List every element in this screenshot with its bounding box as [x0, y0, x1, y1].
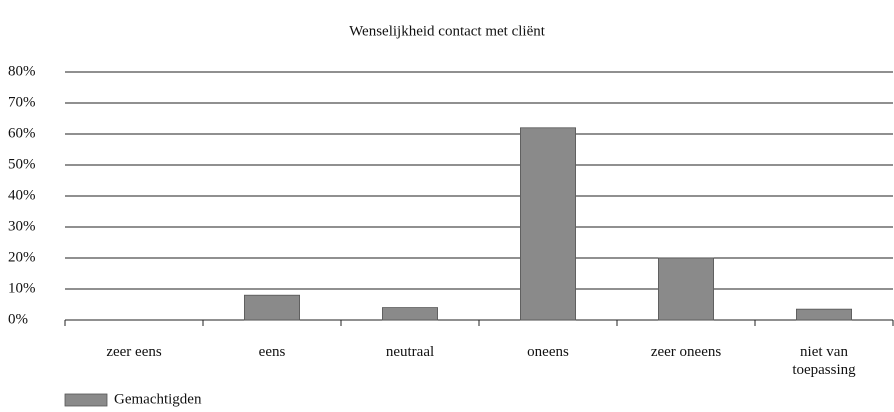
y-tick-label: 40%: [8, 187, 36, 203]
chart-title: Wenselijkheid contact met cliënt: [349, 23, 546, 39]
y-tick-label: 60%: [8, 125, 36, 141]
bar: [520, 127, 577, 321]
x-tick-label: oneens: [527, 344, 569, 360]
y-tick-label: 30%: [8, 218, 36, 234]
x-tick-label: eens: [258, 344, 286, 360]
y-tick-label: 80%: [8, 63, 36, 79]
x-tick-label: neutraal: [385, 344, 435, 360]
x-tick-label: zeer oneens: [650, 344, 722, 360]
y-tick-label: 0%: [8, 311, 28, 327]
x-tick-label: zeer eens: [106, 344, 162, 360]
y-tick-label: 70%: [8, 94, 36, 110]
legend-swatch: [64, 393, 108, 407]
bar: [796, 308, 853, 321]
bar: [381, 307, 438, 321]
bar: [243, 294, 300, 321]
y-tick-label: 10%: [8, 280, 36, 296]
y-tick-label: 20%: [8, 249, 36, 265]
bar: [658, 257, 715, 321]
legend-label: Gemachtigden: [114, 391, 202, 407]
x-tick-label: niet van toepassing: [792, 344, 856, 378]
y-tick-label: 50%: [8, 156, 36, 172]
